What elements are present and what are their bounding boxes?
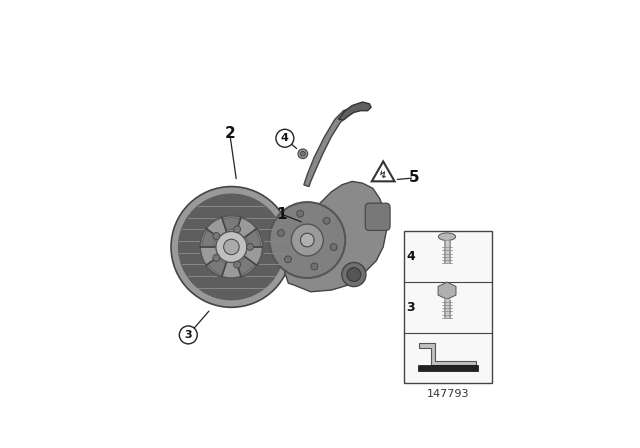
Ellipse shape: [225, 186, 241, 307]
Circle shape: [342, 263, 366, 287]
Circle shape: [246, 243, 253, 250]
Polygon shape: [339, 102, 371, 120]
Text: 1: 1: [276, 207, 287, 222]
Bar: [418, 365, 478, 371]
Polygon shape: [202, 230, 218, 247]
Circle shape: [300, 233, 314, 247]
Circle shape: [171, 186, 292, 307]
Circle shape: [178, 194, 285, 301]
Circle shape: [223, 239, 239, 255]
Circle shape: [213, 254, 220, 261]
Text: ↯: ↯: [379, 170, 387, 180]
Polygon shape: [372, 161, 395, 181]
Circle shape: [330, 244, 337, 250]
Bar: [404, 232, 492, 383]
Polygon shape: [438, 282, 456, 299]
Polygon shape: [304, 109, 351, 186]
Polygon shape: [222, 218, 241, 231]
Text: 2: 2: [224, 125, 235, 141]
Text: 4: 4: [406, 250, 415, 263]
Text: 5: 5: [409, 170, 420, 185]
Polygon shape: [245, 230, 260, 247]
Text: 3: 3: [406, 301, 415, 314]
Circle shape: [300, 151, 305, 156]
Circle shape: [285, 256, 291, 263]
Text: 4: 4: [281, 133, 289, 143]
Circle shape: [323, 217, 330, 224]
Polygon shape: [208, 257, 226, 275]
Circle shape: [297, 210, 304, 217]
Circle shape: [234, 226, 241, 233]
Circle shape: [291, 224, 323, 256]
Polygon shape: [283, 181, 387, 292]
Circle shape: [298, 149, 308, 159]
Circle shape: [347, 267, 361, 281]
Ellipse shape: [438, 233, 456, 241]
Circle shape: [269, 202, 345, 278]
Circle shape: [278, 229, 284, 237]
Polygon shape: [237, 257, 255, 275]
Circle shape: [234, 261, 241, 268]
FancyBboxPatch shape: [365, 203, 390, 230]
Text: 147793: 147793: [427, 388, 469, 399]
Polygon shape: [419, 344, 476, 365]
Circle shape: [311, 263, 318, 270]
Circle shape: [216, 232, 247, 263]
Circle shape: [179, 326, 197, 344]
Text: 3: 3: [184, 330, 192, 340]
Circle shape: [213, 233, 220, 239]
Circle shape: [200, 216, 262, 278]
Circle shape: [276, 129, 294, 147]
